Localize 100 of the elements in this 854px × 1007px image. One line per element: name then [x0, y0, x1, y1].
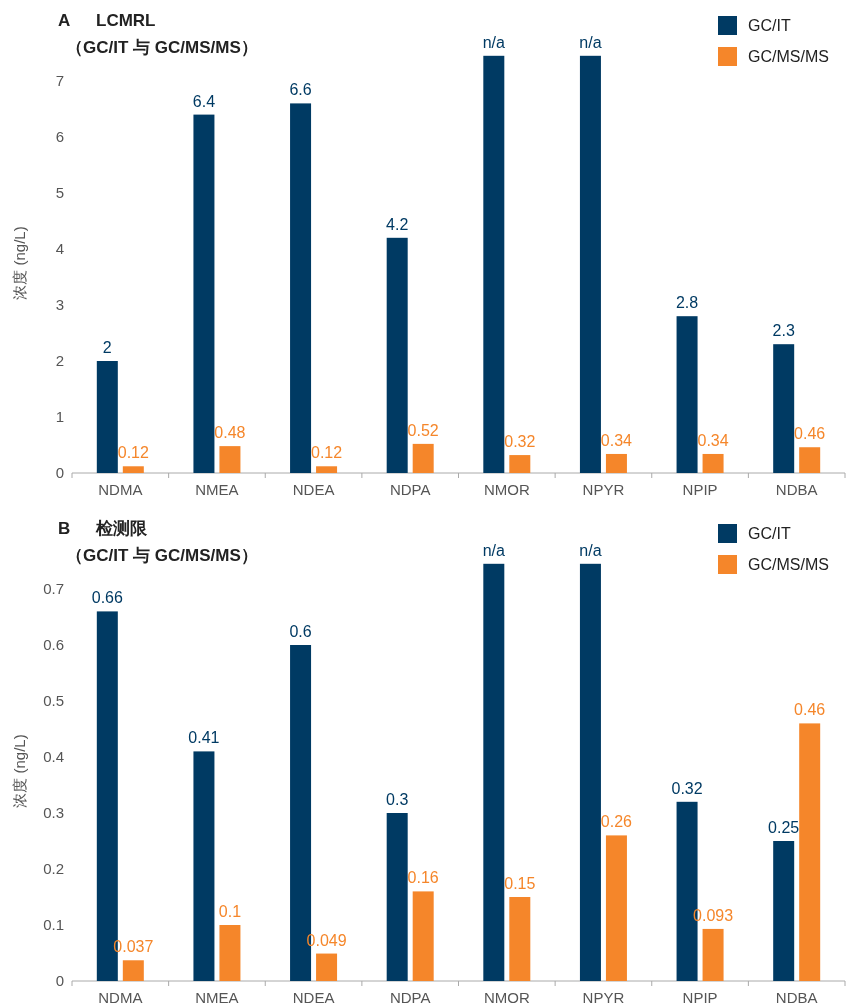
data-label: 6.6 — [289, 81, 312, 99]
x-tick-label: NMEA — [195, 989, 239, 1006]
bar — [122, 466, 144, 473]
data-label: 0.25 — [768, 819, 800, 836]
x-tick-label: NDEA — [292, 989, 335, 1006]
bar — [702, 928, 724, 981]
x-tick-label: NDPA — [389, 481, 431, 498]
x-tick-label: NPYR — [582, 481, 625, 498]
data-label: n/a — [482, 33, 506, 51]
y-tick-label: 0 — [55, 972, 64, 989]
bar — [509, 455, 531, 473]
data-label: 0.34 — [697, 431, 729, 449]
data-label: 0.6 — [289, 623, 312, 640]
bar — [483, 563, 505, 981]
data-label: 0.41 — [188, 729, 220, 747]
data-label: 0.66 — [91, 589, 123, 607]
data-label: n/a — [579, 541, 602, 559]
legend-label: GC/MS/MS — [748, 48, 829, 65]
bar — [799, 447, 821, 473]
data-label: 0.26 — [600, 813, 633, 831]
x-tick-label: NDMA — [98, 481, 143, 498]
bar — [799, 723, 821, 981]
legend-label: GC/MS/MS — [748, 556, 829, 573]
y-tick-label: 0.7 — [43, 580, 64, 597]
data-label: 0.46 — [794, 425, 826, 443]
bar — [702, 453, 724, 473]
text: B — [58, 519, 71, 538]
bar — [773, 344, 795, 473]
data-label: 4.2 — [386, 215, 409, 233]
data-label: 2.3 — [772, 322, 795, 340]
x-tick-label: NMOR — [483, 481, 530, 498]
data-label: 0.32 — [504, 433, 536, 451]
y-tick-label: 2 — [55, 352, 64, 369]
x-tick-label: NPYR — [582, 989, 625, 1006]
bar — [773, 841, 795, 981]
legend-label: GC/IT — [748, 17, 791, 34]
bar — [483, 55, 505, 473]
y-tick-label: 5 — [55, 184, 64, 201]
x-tick-label: NPIP — [682, 481, 718, 498]
bar — [579, 55, 601, 473]
data-label: 0.1 — [218, 903, 242, 920]
bar — [509, 897, 531, 981]
y-tick-label: 0.6 — [43, 636, 64, 653]
data-label: n/a — [579, 33, 602, 51]
data-label: 0.32 — [671, 779, 703, 797]
bar — [122, 960, 144, 981]
bar — [412, 443, 434, 473]
y-tick-label: 1 — [55, 408, 64, 425]
x-tick-label: NDPA — [389, 989, 431, 1006]
chart-subtitle: （GC/IT 与 GC/MS/MS） — [66, 546, 258, 565]
bar — [219, 446, 241, 473]
bar — [605, 835, 627, 981]
data-label: 6.4 — [192, 92, 216, 110]
y-tick-label: 7 — [55, 72, 64, 89]
bar — [316, 953, 338, 981]
y-tick-label: 0.1 — [43, 916, 64, 933]
x-tick-label: NMEA — [195, 481, 239, 498]
x-tick-label: NDBA — [775, 989, 818, 1006]
x-tick-label: NPIP — [682, 989, 718, 1006]
bar — [386, 237, 408, 473]
data-label: 0.16 — [407, 869, 439, 887]
data-label: 0.15 — [504, 875, 536, 892]
data-label: 2 — [102, 339, 112, 356]
y-tick-label: 0.3 — [43, 804, 64, 821]
data-label: 0.48 — [214, 424, 246, 442]
bar — [605, 453, 627, 473]
y-tick-label: 3 — [55, 296, 64, 313]
bar — [579, 563, 601, 981]
data-label: 0.3 — [386, 791, 409, 808]
y-tick-label: 6 — [55, 128, 64, 145]
x-tick-label: NMOR — [483, 989, 530, 1006]
legend-label: GC/IT — [748, 525, 791, 542]
bar — [96, 361, 118, 473]
data-label: 0.12 — [310, 444, 343, 462]
chart-subtitle: （GC/IT 与 GC/MS/MS） — [66, 38, 258, 57]
bar — [193, 751, 215, 981]
data-label: 2.8 — [675, 294, 699, 312]
y-tick-label: 0 — [55, 464, 64, 481]
data-label: 0.46 — [794, 701, 826, 719]
x-tick-label: NDMA — [98, 989, 143, 1006]
chart-title: 检测限 — [95, 519, 148, 538]
bar — [193, 114, 215, 473]
text: A — [58, 11, 71, 30]
data-label: 0.34 — [600, 431, 633, 449]
bar — [676, 316, 698, 473]
y-tick-label: 0.4 — [43, 748, 64, 765]
bar — [316, 466, 338, 473]
y-axis-title: 浓度 (ng/L) — [11, 226, 28, 300]
bar — [386, 813, 408, 981]
y-tick-label: 4 — [55, 240, 64, 257]
bar — [219, 925, 241, 981]
y-tick-label: 0.5 — [43, 692, 64, 709]
y-axis-title: 浓度 (ng/L) — [11, 734, 28, 808]
data-label: 0.52 — [407, 421, 439, 439]
x-tick-label: NDEA — [292, 481, 335, 498]
data-label: n/a — [482, 541, 506, 559]
bar — [412, 891, 434, 981]
x-tick-label: NDBA — [775, 481, 818, 498]
chart-title: LCMRL — [96, 11, 156, 30]
data-label: 0.12 — [117, 444, 149, 462]
